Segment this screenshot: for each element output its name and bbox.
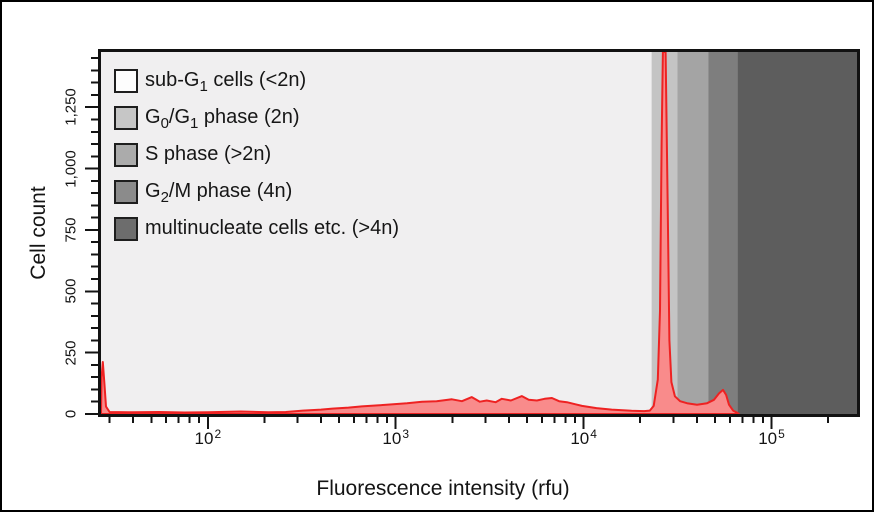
legend-item-multinucleate: multinucleate cells etc. (>4n) [114, 210, 399, 247]
legend-label-multinucleate: multinucleate cells etc. (>4n) [145, 217, 400, 239]
legend-label-s-phase: S phase (>2n) [145, 143, 272, 165]
legend: sub-G1 cells (<2n) G0/G1 phase (2n) S phas… [114, 62, 399, 247]
legend-label-g0-g1: G0/G1 phase (2n) [145, 106, 300, 132]
legend-swatch-g0-g1 [114, 105, 138, 130]
histogram-trace [100, 51, 740, 415]
region-sub-g1 [101, 52, 652, 414]
region-multinucleate [737, 52, 857, 414]
legend-swatch-g2-m [114, 179, 138, 204]
legend-item-s-phase: S phase (>2n) [114, 136, 399, 173]
legend-label-sub-g1: sub-G1 cells (<2n) [145, 69, 307, 95]
legend-swatch-multinucleate [114, 216, 138, 241]
region-s-phase [677, 52, 709, 414]
axis-ticks [85, 57, 830, 429]
legend-label-g2-m: G2/M phase (4n) [145, 180, 293, 206]
legend-swatch-sub-g1 [114, 68, 138, 93]
region-g2-m [708, 52, 738, 414]
legend-item-g0-g1: G0/G1 phase (2n) [114, 99, 399, 136]
y-axis-title: Cell count [27, 186, 50, 280]
legend-item-sub-g1: sub-G1 cells (<2n) [114, 62, 399, 99]
phase-regions [101, 52, 857, 414]
x-axis-title: Fluorescence intensity (rfu) [316, 477, 570, 500]
legend-swatch-s-phase [114, 142, 138, 167]
legend-item-g2-m: G2/M phase (4n) [114, 173, 399, 210]
